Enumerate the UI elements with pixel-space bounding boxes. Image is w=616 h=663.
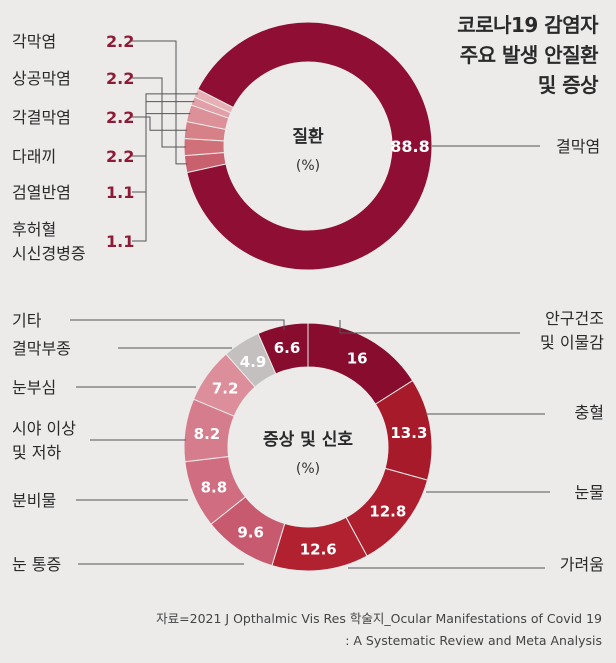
symptom-value-label-1: 13.3: [390, 424, 427, 442]
source-note: 자료=2021 J Opthalmic Vis Res 학술지_Ocular M…: [156, 608, 602, 652]
symptom-value-label-0: 16: [347, 350, 368, 368]
disease-category-label-0: 결막염: [556, 137, 600, 156]
disease-value-label-4: 2.2: [106, 147, 134, 166]
disease-donut: 질환 (%) 88.8 결막염 각막염 2.2 상공막염 2.2 각결막염 2.2 다래끼 2.2 검열…: [12, 21, 600, 271]
source-line-2: : A Systematic Review and Meta Analysis: [345, 633, 602, 648]
symptom-value-label-5: 8.8: [201, 478, 228, 496]
disease-leader-6: [132, 93, 198, 242]
disease-category-label-4: 다래끼: [12, 147, 56, 166]
disease-leader-1: [132, 40, 188, 165]
title-line-2: 주요 발생 안질환: [459, 43, 599, 67]
symptom-category-label-1: 충혈: [575, 403, 604, 422]
symptom-category-label-3: 가려움: [560, 555, 604, 574]
symptom-value-label-8: 4.9: [240, 353, 267, 371]
symptom-value-label-4: 9.6: [237, 523, 264, 541]
disease-center-label: 질환: [292, 126, 324, 147]
symptom-category-label-0: 안구건조 및 이물감: [540, 309, 604, 352]
disease-value-label-0: 88.8: [390, 137, 429, 156]
disease-value-label-1: 2.2: [106, 32, 134, 51]
symptom-donut: 16 13.3 12.8 12.6 9.6 8.8 8.2 7.24.9 6.6 증상 및 신호 (…: [12, 309, 604, 574]
disease-value-label-6: 1.1: [106, 232, 134, 251]
disease-category-label-5: 검열반염: [12, 183, 71, 202]
symptom-slice-9: [257, 322, 309, 375]
symptom-value-label-2: 12.8: [369, 503, 406, 521]
symptom-value-label-6: 8.2: [194, 425, 221, 443]
disease-category-label-3: 각결막염: [12, 108, 71, 127]
title-line-3: 및 증상: [537, 73, 599, 97]
symptom-category-label-2: 눈물: [575, 483, 604, 502]
symptom-category-label-7: 눈부심: [12, 378, 56, 397]
disease-category-label-1: 각막염: [12, 32, 56, 51]
source-line-1: 자료=2021 J Opthalmic Vis Res 학술지_Ocular M…: [156, 611, 602, 626]
symptom-value-label-3: 12.6: [300, 540, 337, 558]
symptom-center-unit: (%): [296, 461, 320, 477]
disease-slice-0: [186, 21, 433, 271]
disease-value-label-5: 1.1: [106, 183, 134, 202]
title-line-1: 코로나19 감염자: [457, 13, 598, 37]
symptom-category-label-8: 결막부종: [12, 339, 71, 358]
symptom-category-label-4: 눈 통증: [12, 555, 61, 574]
chart-title: 코로나19 감염자 주요 발생 안질환 및 증상: [457, 10, 598, 100]
disease-leader-3: [132, 116, 188, 131]
disease-leader-2: [132, 77, 187, 148]
disease-leader-4: [132, 113, 191, 157]
disease-value-label-2: 2.2: [106, 69, 134, 88]
symptom-value-label-7: 7.2: [212, 380, 239, 398]
disease-slice-2: [183, 137, 225, 157]
disease-center-unit: (%): [296, 158, 320, 174]
symptom-category-label-9: 기타: [12, 311, 42, 330]
disease-value-label-3: 2.2: [106, 108, 134, 127]
symptom-center-label: 증상 및 신호: [263, 430, 353, 450]
symptom-category-label-5: 분비물: [12, 491, 56, 510]
disease-category-label-6: 후허혈 시신경병증: [12, 220, 86, 263]
disease-category-label-2: 상공막염: [12, 69, 71, 88]
symptom-leader-9: [70, 319, 285, 330]
symptom-value-label-9: 6.6: [274, 339, 301, 357]
symptom-category-label-6: 시야 이상 및 저하: [12, 419, 76, 462]
symptom-leader-0: [339, 320, 520, 334]
